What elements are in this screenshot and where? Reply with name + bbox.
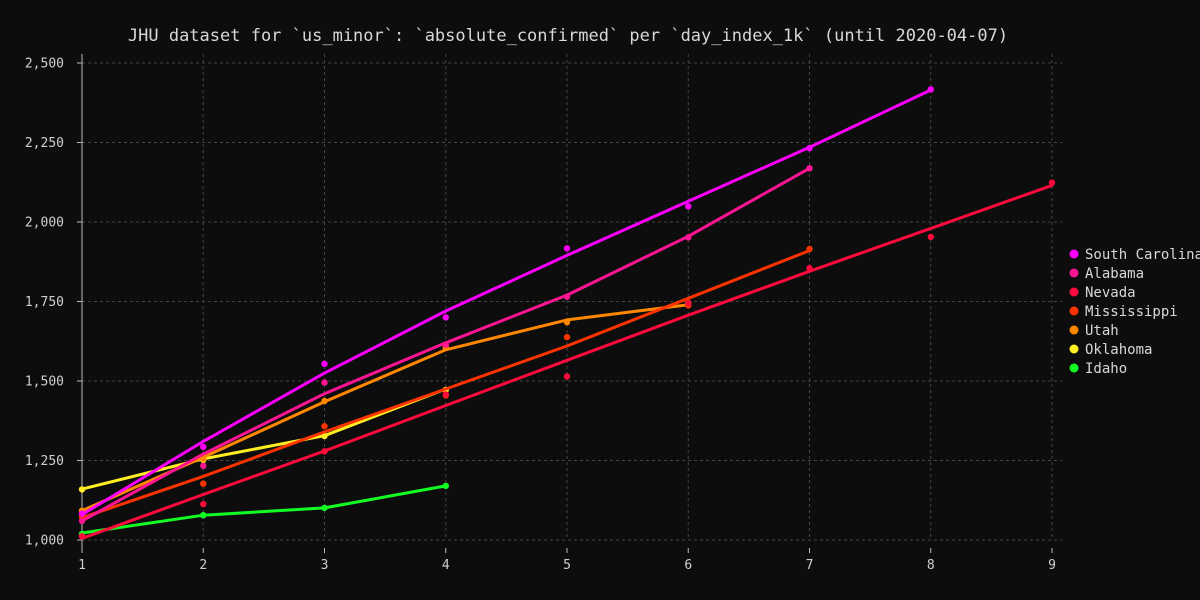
legend-label: Utah — [1085, 323, 1119, 339]
legend-item: Alabama — [1069, 266, 1144, 282]
legend-marker — [1069, 363, 1079, 373]
x-tick-label: 6 — [684, 558, 692, 573]
x-tick-label: 9 — [1048, 558, 1056, 573]
x-tick-label: 5 — [563, 558, 571, 573]
data-point — [685, 203, 692, 210]
series-line — [80, 249, 811, 520]
data-point — [806, 165, 813, 172]
data-point — [442, 482, 449, 490]
x-tick-label: 3 — [321, 558, 329, 573]
data-point — [563, 319, 571, 326]
y-tick-label: 1,500 — [25, 375, 64, 390]
x-tick-label: 7 — [806, 558, 814, 573]
data-point — [321, 448, 328, 455]
legend-marker — [1069, 306, 1079, 316]
data-point — [321, 379, 328, 386]
y-tick-label: 1,750 — [25, 295, 64, 310]
data-point — [200, 500, 207, 508]
x-tick-label: 8 — [927, 558, 935, 573]
series-nevada — [78, 179, 1056, 540]
legend-marker — [1069, 325, 1079, 335]
chart-title: JHU dataset for `us_minor`: `absolute_co… — [128, 26, 1008, 46]
data-point — [806, 245, 813, 253]
data-point — [685, 234, 692, 241]
data-point — [442, 341, 449, 348]
data-point — [200, 455, 207, 463]
series-line — [80, 484, 448, 535]
legend-item: South Carolina — [1069, 247, 1200, 263]
series-mississippi — [78, 245, 813, 520]
series-line — [80, 88, 933, 517]
data-point — [563, 293, 571, 300]
x-tick-label: 4 — [442, 558, 450, 573]
data-point — [78, 486, 86, 493]
data-point — [806, 145, 813, 152]
plot-area — [78, 86, 1056, 540]
data-point — [200, 480, 207, 487]
x-tick-label: 2 — [199, 558, 207, 573]
legend-item: Nevada — [1069, 285, 1136, 301]
data-point — [442, 391, 449, 398]
y-tick-label: 2,500 — [25, 57, 64, 72]
data-point — [200, 512, 207, 519]
legend-label: Alabama — [1085, 266, 1144, 282]
legend-label: Oklahoma — [1085, 342, 1152, 358]
legend-marker — [1069, 249, 1079, 259]
data-point — [200, 462, 207, 470]
data-point — [321, 423, 328, 430]
data-point — [1048, 179, 1056, 186]
data-point — [685, 299, 692, 307]
series-line — [80, 387, 448, 491]
data-point — [200, 443, 207, 450]
series-alabama — [78, 165, 813, 525]
data-point — [563, 373, 571, 380]
data-point — [806, 264, 813, 272]
data-point — [78, 533, 86, 540]
legend-label: South Carolina — [1085, 247, 1200, 263]
legend-item: Mississippi — [1069, 304, 1178, 320]
legend-label: Mississippi — [1085, 304, 1178, 320]
legend-marker — [1069, 268, 1079, 278]
legend-label: Nevada — [1085, 285, 1136, 301]
data-point — [442, 314, 449, 321]
data-point — [927, 86, 934, 93]
x-tick-label: 1 — [78, 558, 86, 573]
data-point — [563, 245, 571, 252]
data-point — [321, 360, 328, 367]
series-oklahoma — [78, 386, 449, 493]
y-tick-label: 1,250 — [25, 454, 64, 469]
data-point — [321, 504, 328, 512]
data-point — [927, 233, 934, 241]
y-tick-label: 2,000 — [25, 216, 64, 231]
data-point — [78, 510, 86, 517]
legend-item: Idaho — [1069, 361, 1127, 377]
legend-marker — [1069, 344, 1079, 354]
y-tick-label: 1,000 — [25, 534, 64, 549]
series-south-carolina — [78, 86, 934, 517]
legend-marker — [1069, 287, 1079, 297]
data-point — [321, 397, 328, 405]
data-point — [563, 333, 571, 341]
legend-item: Utah — [1069, 323, 1119, 339]
data-point — [321, 432, 328, 440]
legend-label: Idaho — [1085, 361, 1127, 377]
y-tick-label: 2,250 — [25, 136, 64, 151]
data-point — [78, 517, 86, 525]
axes: 1,000 1,250 1,500 1,750 2,000 2,250 2,500 1 2 3 4 5… — [25, 54, 1056, 573]
legend: South Carolina Alabama Nevada Mississippi Ut… — [1069, 247, 1200, 377]
series-line — [80, 183, 1054, 540]
legend-item: Oklahoma — [1069, 342, 1152, 358]
